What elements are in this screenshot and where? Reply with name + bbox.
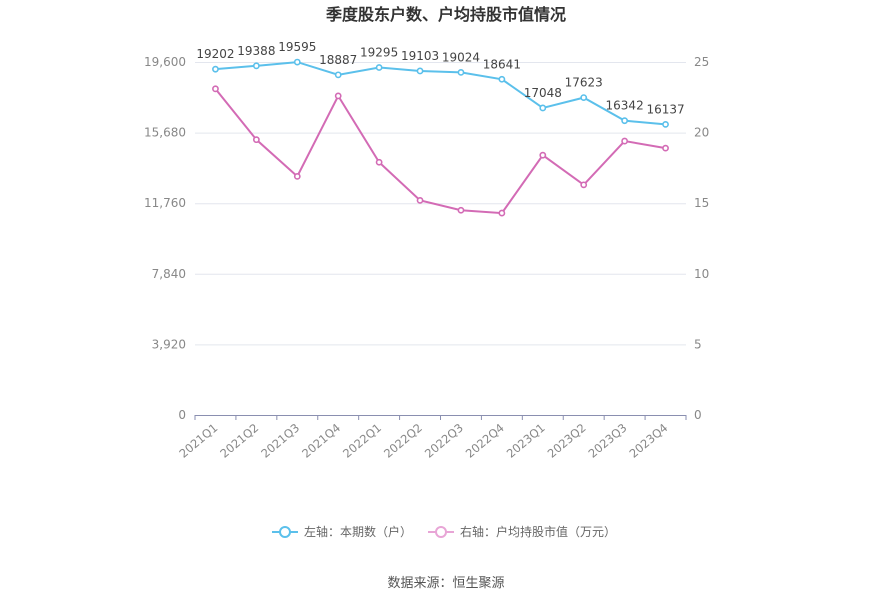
x-tick-label: 2021Q1 [176,421,220,461]
legend-label-2: 右轴：户均持股市值（万元） [460,524,616,539]
x-tick-label: 2021Q3 [258,421,302,461]
series-line-1 [215,61,666,126]
x-tick-label: 2022Q4 [463,421,507,461]
series-1-point [375,64,383,71]
data-label: 16137 [646,102,684,116]
data-label: 17623 [565,76,603,90]
legend: 左轴：本期数（户） 右轴：户均持股市值（万元） [272,524,616,539]
x-tick-label: 2023Q3 [586,421,630,461]
series-1-point [212,65,219,73]
x-tick-label: 2023Q4 [627,421,671,461]
data-label: 16342 [606,99,644,113]
data-label: 19024 [442,50,480,64]
right-tick-label: 25 [694,55,709,69]
right-tick-label: 5 [694,337,702,351]
right-axis-ticks: 0 5 10 15 20 25 [694,55,709,422]
data-label: 18641 [483,57,521,71]
series-2-point [252,136,260,144]
series-line-2 [214,88,666,215]
data-label: 19202 [196,47,234,61]
left-tick-label: 11,760 [144,196,186,210]
right-tick-label: 15 [694,196,709,210]
series-1-point [539,104,547,112]
source-note: 数据来源：恒生聚源 [387,576,504,591]
series-2-point [580,181,588,189]
legend-marker-1 [279,526,291,538]
chart-title: 季度股东户数、户均持股市值情况 [325,5,566,24]
left-tick-label: 3,920 [152,337,186,351]
x-tick-label: 2021Q4 [299,421,343,461]
series-2-point [416,196,424,204]
x-tick-label: 2022Q3 [422,421,466,461]
data-label: 19295 [360,45,398,59]
left-axis-ticks: 0 3,920 7,840 11,760 15,680 19,600 [144,55,186,422]
x-tick-label: 2023Q2 [545,421,589,461]
series-2-point [334,92,342,100]
x-tick-label: 2023Q1 [504,421,548,461]
data-label: 19388 [237,44,275,58]
data-label: 19595 [278,40,316,54]
right-tick-label: 20 [694,126,709,140]
x-tick-label: 2022Q2 [381,421,425,461]
left-tick-label: 7,840 [152,267,186,281]
x-tick-label: 2021Q2 [217,421,261,461]
series-1-point [580,94,588,102]
legend-label-1: 左轴：本期数（户） [304,524,412,539]
series-1-point [621,117,629,125]
series-1-point [334,71,342,79]
series-2-point [662,144,669,152]
series-2-point [498,209,506,217]
right-tick-label: 10 [694,267,709,281]
series-2-point [457,206,465,214]
series-1-point [498,75,506,83]
series-1-point [416,67,424,75]
series-2-point [212,85,219,93]
data-label: 18887 [319,53,357,67]
left-tick-label: 15,680 [144,126,186,140]
series-2-point [293,172,301,180]
series-2-point [621,137,629,145]
series-1-point [457,68,465,76]
series-1-point [252,62,260,70]
left-tick-label: 19,600 [144,55,186,69]
x-tick-label: 2022Q1 [340,421,384,461]
data-label: 17048 [524,86,562,100]
right-tick-label: 0 [694,408,702,422]
left-tick-label: 0 [178,408,186,422]
data-label: 19103 [401,49,439,63]
series-2-point [375,158,383,166]
x-axis-ticks: 2021Q12021Q22021Q32021Q42022Q12022Q22022… [176,415,687,461]
series-1-point [662,120,669,128]
gridlines [195,62,686,346]
legend-marker-2 [435,526,447,538]
series-1-point [293,58,301,66]
series-2-point [539,151,547,159]
